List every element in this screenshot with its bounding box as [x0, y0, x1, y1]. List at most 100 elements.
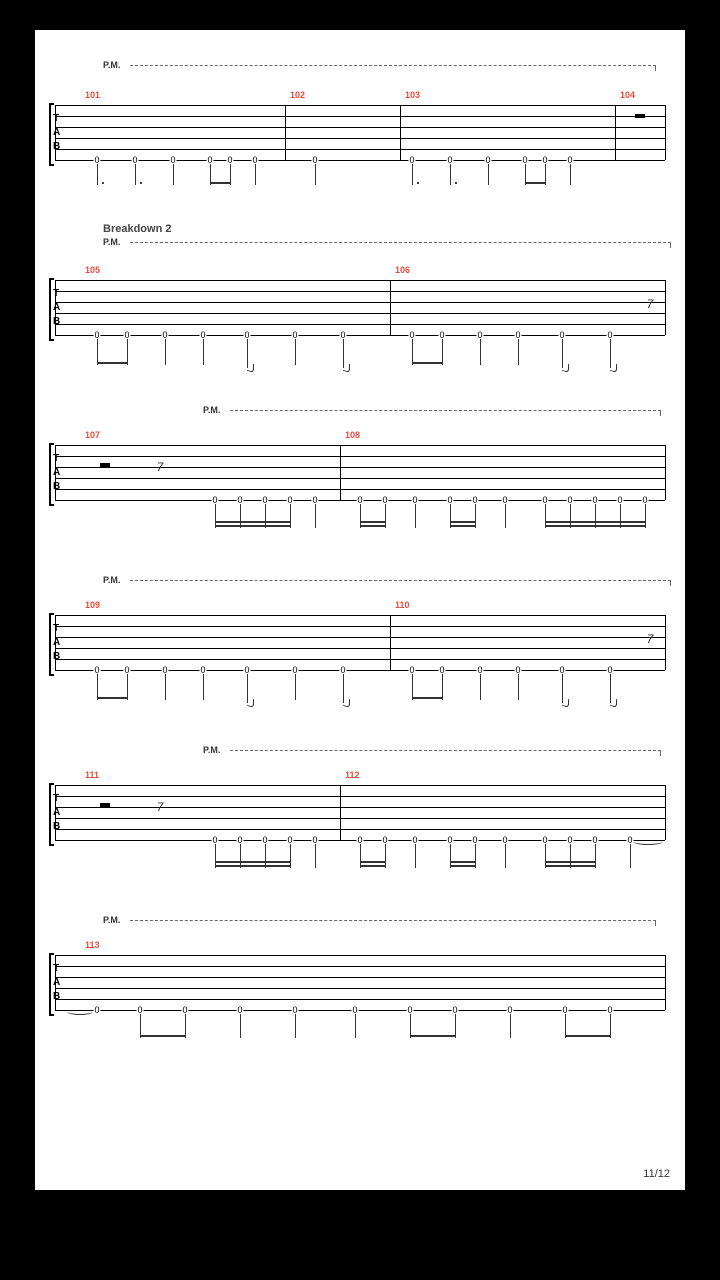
measure-number: 113	[85, 940, 100, 950]
rhythm-dot	[102, 182, 104, 184]
barline	[390, 280, 391, 335]
barline	[665, 105, 666, 160]
beam	[215, 521, 291, 523]
staff-line	[55, 324, 665, 325]
note-stem	[315, 504, 316, 528]
staff-line	[55, 659, 665, 660]
measure-number: 104	[620, 90, 635, 100]
note-stem	[255, 164, 256, 185]
note-stem	[412, 164, 413, 185]
staff-line	[55, 1010, 665, 1011]
beam	[360, 521, 386, 523]
staff-line	[55, 796, 665, 797]
beam	[565, 1035, 611, 1037]
staff-line	[55, 149, 665, 150]
pm-label: P.M.	[103, 60, 120, 70]
staff-line	[55, 138, 665, 139]
tab-clef-letter: T	[53, 793, 59, 804]
staff-line	[55, 105, 665, 106]
beam	[97, 362, 128, 364]
tab-clef-letter: T	[53, 453, 59, 464]
barline	[665, 785, 666, 840]
measure-number: 111	[85, 770, 99, 780]
staff-line	[55, 335, 665, 336]
pm-dashed-line	[230, 410, 661, 416]
barline	[665, 955, 666, 1010]
pm-label: P.M.	[203, 745, 220, 755]
staff-line	[55, 977, 665, 978]
pm-dashed-line	[130, 920, 656, 926]
tab-clef-letter: T	[53, 963, 59, 974]
measure-number: 103	[405, 90, 420, 100]
eighth-rest: 7	[157, 460, 164, 474]
note-stem	[450, 164, 451, 185]
note-flag	[247, 688, 248, 703]
staff-line	[55, 785, 665, 786]
beam	[360, 865, 386, 867]
beam	[545, 521, 646, 523]
note-flag	[610, 688, 611, 703]
beam	[450, 525, 476, 527]
beam	[140, 1035, 186, 1037]
note-flag	[562, 353, 563, 368]
note-flag	[343, 353, 344, 368]
tab-page: P.M.TAB1011021031040000000000000Breakdow…	[35, 30, 685, 1190]
rhythm-dot	[140, 182, 142, 184]
note-stem	[518, 339, 519, 365]
note-stem	[415, 504, 416, 528]
staff-line	[55, 829, 665, 830]
staff-line	[55, 818, 665, 819]
staff-line	[55, 445, 665, 446]
page-number: 11/12	[643, 1168, 670, 1180]
beam	[215, 865, 291, 867]
note-stem	[315, 844, 316, 868]
beam	[215, 861, 291, 863]
beam	[545, 525, 646, 527]
barline	[615, 105, 616, 160]
barline	[340, 785, 341, 840]
rest-block	[100, 463, 110, 467]
note-stem	[505, 844, 506, 868]
note-stem	[630, 844, 631, 868]
note-stem	[480, 674, 481, 700]
beam	[410, 1035, 456, 1037]
tab-clef-letter: T	[53, 623, 59, 634]
pm-dashed-line	[130, 65, 656, 71]
measure-number: 106	[395, 265, 410, 275]
barline	[340, 445, 341, 500]
eighth-rest: 7	[647, 632, 654, 646]
beam	[545, 861, 596, 863]
staff-line	[55, 988, 665, 989]
rest-block	[635, 114, 645, 118]
barline	[55, 280, 56, 335]
note-flag	[610, 353, 611, 368]
pm-label: P.M.	[203, 405, 220, 415]
measure-number: 107	[85, 430, 100, 440]
staff-line	[55, 456, 665, 457]
rest-block	[100, 803, 110, 807]
staff-line	[55, 648, 665, 649]
staff-line	[55, 313, 665, 314]
staff-line	[55, 280, 665, 281]
staff-line	[55, 670, 665, 671]
staff-line	[55, 966, 665, 967]
tab-clef-letter: T	[53, 113, 59, 124]
note-stem	[203, 674, 204, 700]
pm-dashed-line	[130, 580, 671, 586]
staff-line	[55, 302, 665, 303]
staff-line	[55, 478, 665, 479]
measure-number: 101	[85, 90, 100, 100]
barline	[665, 280, 666, 335]
tie	[633, 838, 663, 845]
beam	[360, 525, 386, 527]
barline	[390, 615, 391, 670]
beam	[545, 865, 596, 867]
eighth-rest: 7	[157, 800, 164, 814]
note-stem	[488, 164, 489, 185]
barline	[55, 785, 56, 840]
barline	[400, 105, 401, 160]
measure-number: 110	[395, 600, 410, 610]
beam	[97, 697, 128, 699]
measure-number: 112	[345, 770, 360, 780]
barline	[285, 105, 286, 160]
